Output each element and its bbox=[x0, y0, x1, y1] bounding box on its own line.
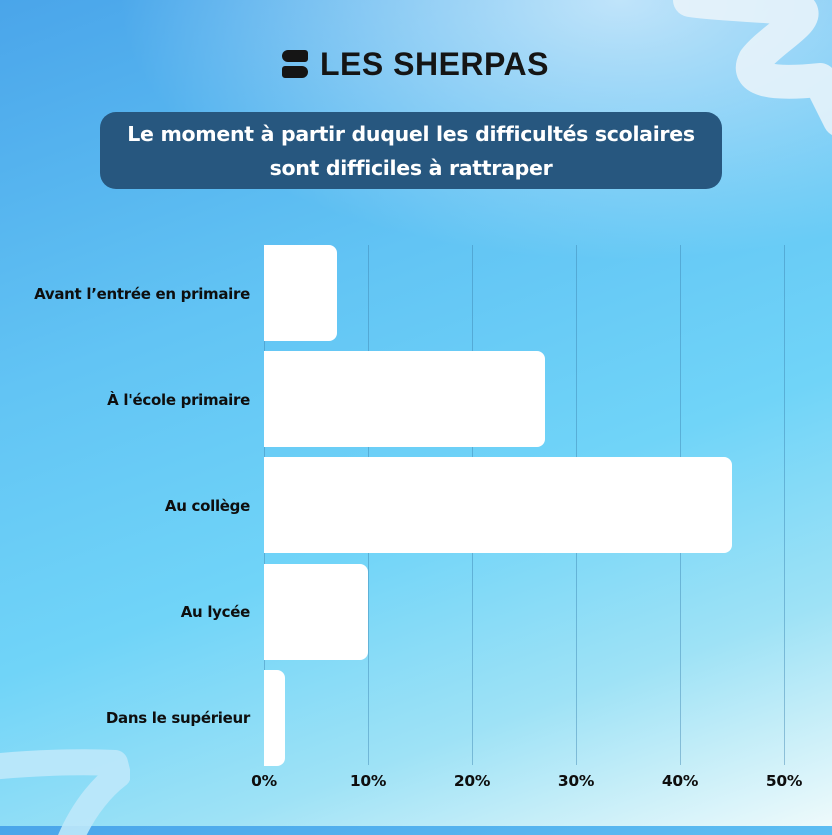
chart-title-line-2: sont difficiles à rattraper bbox=[269, 155, 553, 180]
bar-superieur bbox=[264, 670, 285, 766]
category-label: Au lycée bbox=[180, 603, 251, 621]
brand-name: LES SHERPAS bbox=[320, 45, 549, 82]
x-tick-label: 30% bbox=[557, 772, 595, 790]
decorative-squiggle-bottom-left-icon bbox=[0, 749, 130, 835]
decorative-squiggle-top-right-icon bbox=[673, 0, 832, 135]
les-sherpas-logo-icon bbox=[282, 50, 308, 78]
category-label: À l'école primaire bbox=[107, 391, 250, 409]
bar-lycee bbox=[264, 564, 368, 660]
bar-avant-primaire bbox=[264, 245, 337, 341]
x-tick-label: 10% bbox=[349, 772, 387, 790]
category-label: Dans le supérieur bbox=[105, 709, 250, 727]
chart-title: Le moment à partir duquel les difficulté… bbox=[111, 117, 711, 185]
chart-plot-area bbox=[264, 245, 785, 766]
bar-college bbox=[264, 457, 732, 553]
chart-title-line-1: Le moment à partir duquel les difficulté… bbox=[127, 121, 695, 146]
x-tick-label: 0% bbox=[251, 772, 277, 790]
brand-logo: LES SHERPAS bbox=[282, 46, 549, 82]
bar-ecole-primaire bbox=[264, 351, 545, 447]
category-label: Au collège bbox=[164, 497, 250, 515]
x-tick-label: 20% bbox=[453, 772, 491, 790]
x-tick-label: 40% bbox=[661, 772, 699, 790]
gridline-50 bbox=[784, 245, 785, 765]
category-label: Avant l’entrée en primaire bbox=[34, 285, 250, 303]
chart-title-box: Le moment à partir duquel les difficulté… bbox=[100, 112, 722, 189]
x-tick-label: 50% bbox=[765, 772, 803, 790]
